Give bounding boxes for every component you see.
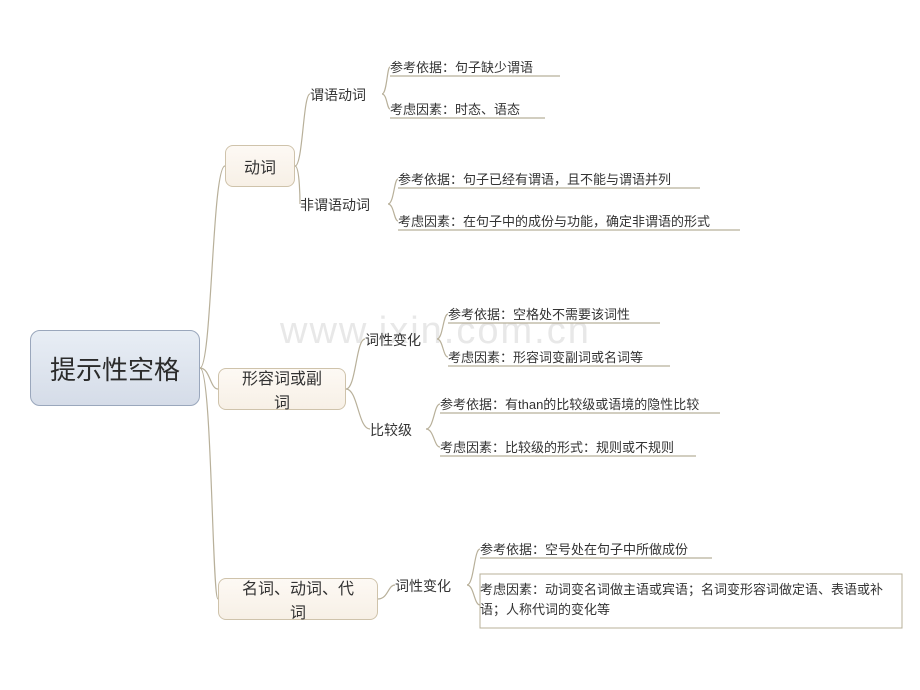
sub-pos-change-2: 词性变化 (395, 576, 451, 596)
edge (200, 368, 218, 599)
leaf-text: 考虑因素：在句子中的成份与功能，确定非谓语的形式 (398, 212, 710, 232)
branch-noun-verb-pron: 名词、动词、代词 (218, 578, 378, 620)
sub-pos-change-1: 词性变化 (365, 330, 421, 350)
edge (346, 339, 365, 389)
edge (388, 179, 398, 204)
sub-nonpredicate: 非谓语动词 (300, 195, 370, 215)
leaf-text: 参考依据：空格处不需要该词性 (448, 305, 630, 325)
edge (382, 94, 390, 109)
edge (200, 166, 225, 368)
leaf-text: 考虑因素：形容词变副词或名词等 (448, 348, 643, 368)
edge (437, 339, 448, 357)
edge (437, 314, 448, 339)
leaf-text: 参考依据：句子缺少谓语 (390, 58, 533, 78)
edge (426, 404, 440, 429)
edge (382, 67, 390, 94)
edge (378, 585, 395, 599)
sub-predicate: 谓语动词 (310, 85, 366, 105)
leaf-text: 考虑因素：动词变名词做主语或宾语；名词变形容词做定语、表语或补语；人称代词的变化… (480, 580, 898, 619)
leaf-text: 考虑因素：时态、语态 (390, 100, 520, 120)
leaf-text: 考虑因素：比较级的形式：规则或不规则 (440, 438, 674, 458)
branch-verb: 动词 (225, 145, 295, 187)
leaf-text: 参考依据：有than的比较级或语境的隐性比较 (440, 395, 699, 415)
edge (467, 585, 480, 605)
edge (346, 389, 370, 429)
edge (388, 204, 398, 221)
edge (467, 549, 480, 585)
branch-adj-adv: 形容词或副词 (218, 368, 346, 410)
edge (295, 94, 310, 166)
sub-comparative: 比较级 (370, 420, 412, 440)
edge (426, 429, 440, 447)
root-node: 提示性空格 (30, 330, 200, 406)
edge (200, 368, 218, 389)
leaf-text: 参考依据：句子已经有谓语，且不能与谓语并列 (398, 170, 671, 190)
leaf-text: 参考依据：空号处在句子中所做成份 (480, 540, 688, 560)
